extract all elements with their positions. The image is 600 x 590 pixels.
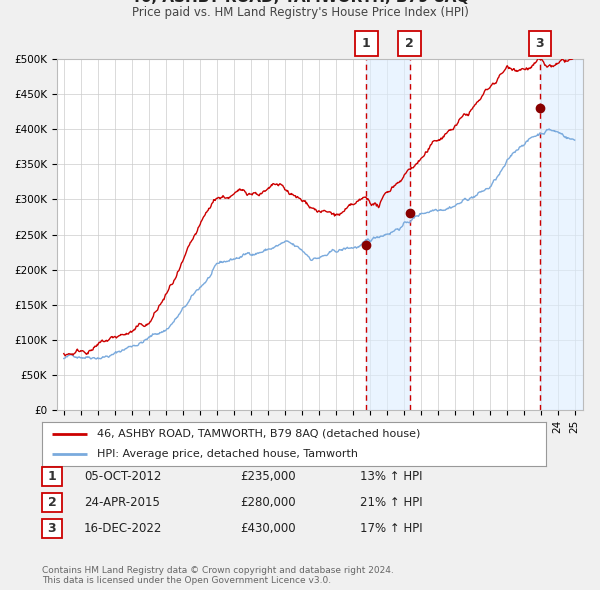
Text: 13% ↑ HPI: 13% ↑ HPI	[360, 470, 422, 483]
Text: 16-DEC-2022: 16-DEC-2022	[84, 522, 163, 535]
Text: £430,000: £430,000	[240, 522, 296, 535]
Bar	[540, 59, 583, 410]
Text: 17% ↑ HPI: 17% ↑ HPI	[360, 522, 422, 535]
Text: 24-APR-2015: 24-APR-2015	[84, 496, 160, 509]
Text: 1: 1	[47, 470, 56, 483]
Text: 2: 2	[47, 496, 56, 509]
Text: 21% ↑ HPI: 21% ↑ HPI	[360, 496, 422, 509]
Text: 46, ASHBY ROAD, TAMWORTH, B79 8AQ: 46, ASHBY ROAD, TAMWORTH, B79 8AQ	[130, 0, 470, 5]
Text: Contains HM Land Registry data © Crown copyright and database right 2024.
This d: Contains HM Land Registry data © Crown c…	[42, 566, 394, 585]
Text: 05-OCT-2012: 05-OCT-2012	[84, 470, 161, 483]
Text: £280,000: £280,000	[240, 496, 296, 509]
Text: 2: 2	[405, 37, 414, 50]
Text: HPI: Average price, detached house, Tamworth: HPI: Average price, detached house, Tamw…	[97, 449, 358, 459]
Text: 3: 3	[536, 37, 544, 50]
Text: 46, ASHBY ROAD, TAMWORTH, B79 8AQ (detached house): 46, ASHBY ROAD, TAMWORTH, B79 8AQ (detac…	[97, 429, 421, 439]
Bar	[366, 59, 410, 410]
Text: £235,000: £235,000	[240, 470, 296, 483]
Text: 3: 3	[47, 522, 56, 535]
Text: Price paid vs. HM Land Registry's House Price Index (HPI): Price paid vs. HM Land Registry's House …	[131, 6, 469, 19]
Text: 1: 1	[362, 37, 371, 50]
